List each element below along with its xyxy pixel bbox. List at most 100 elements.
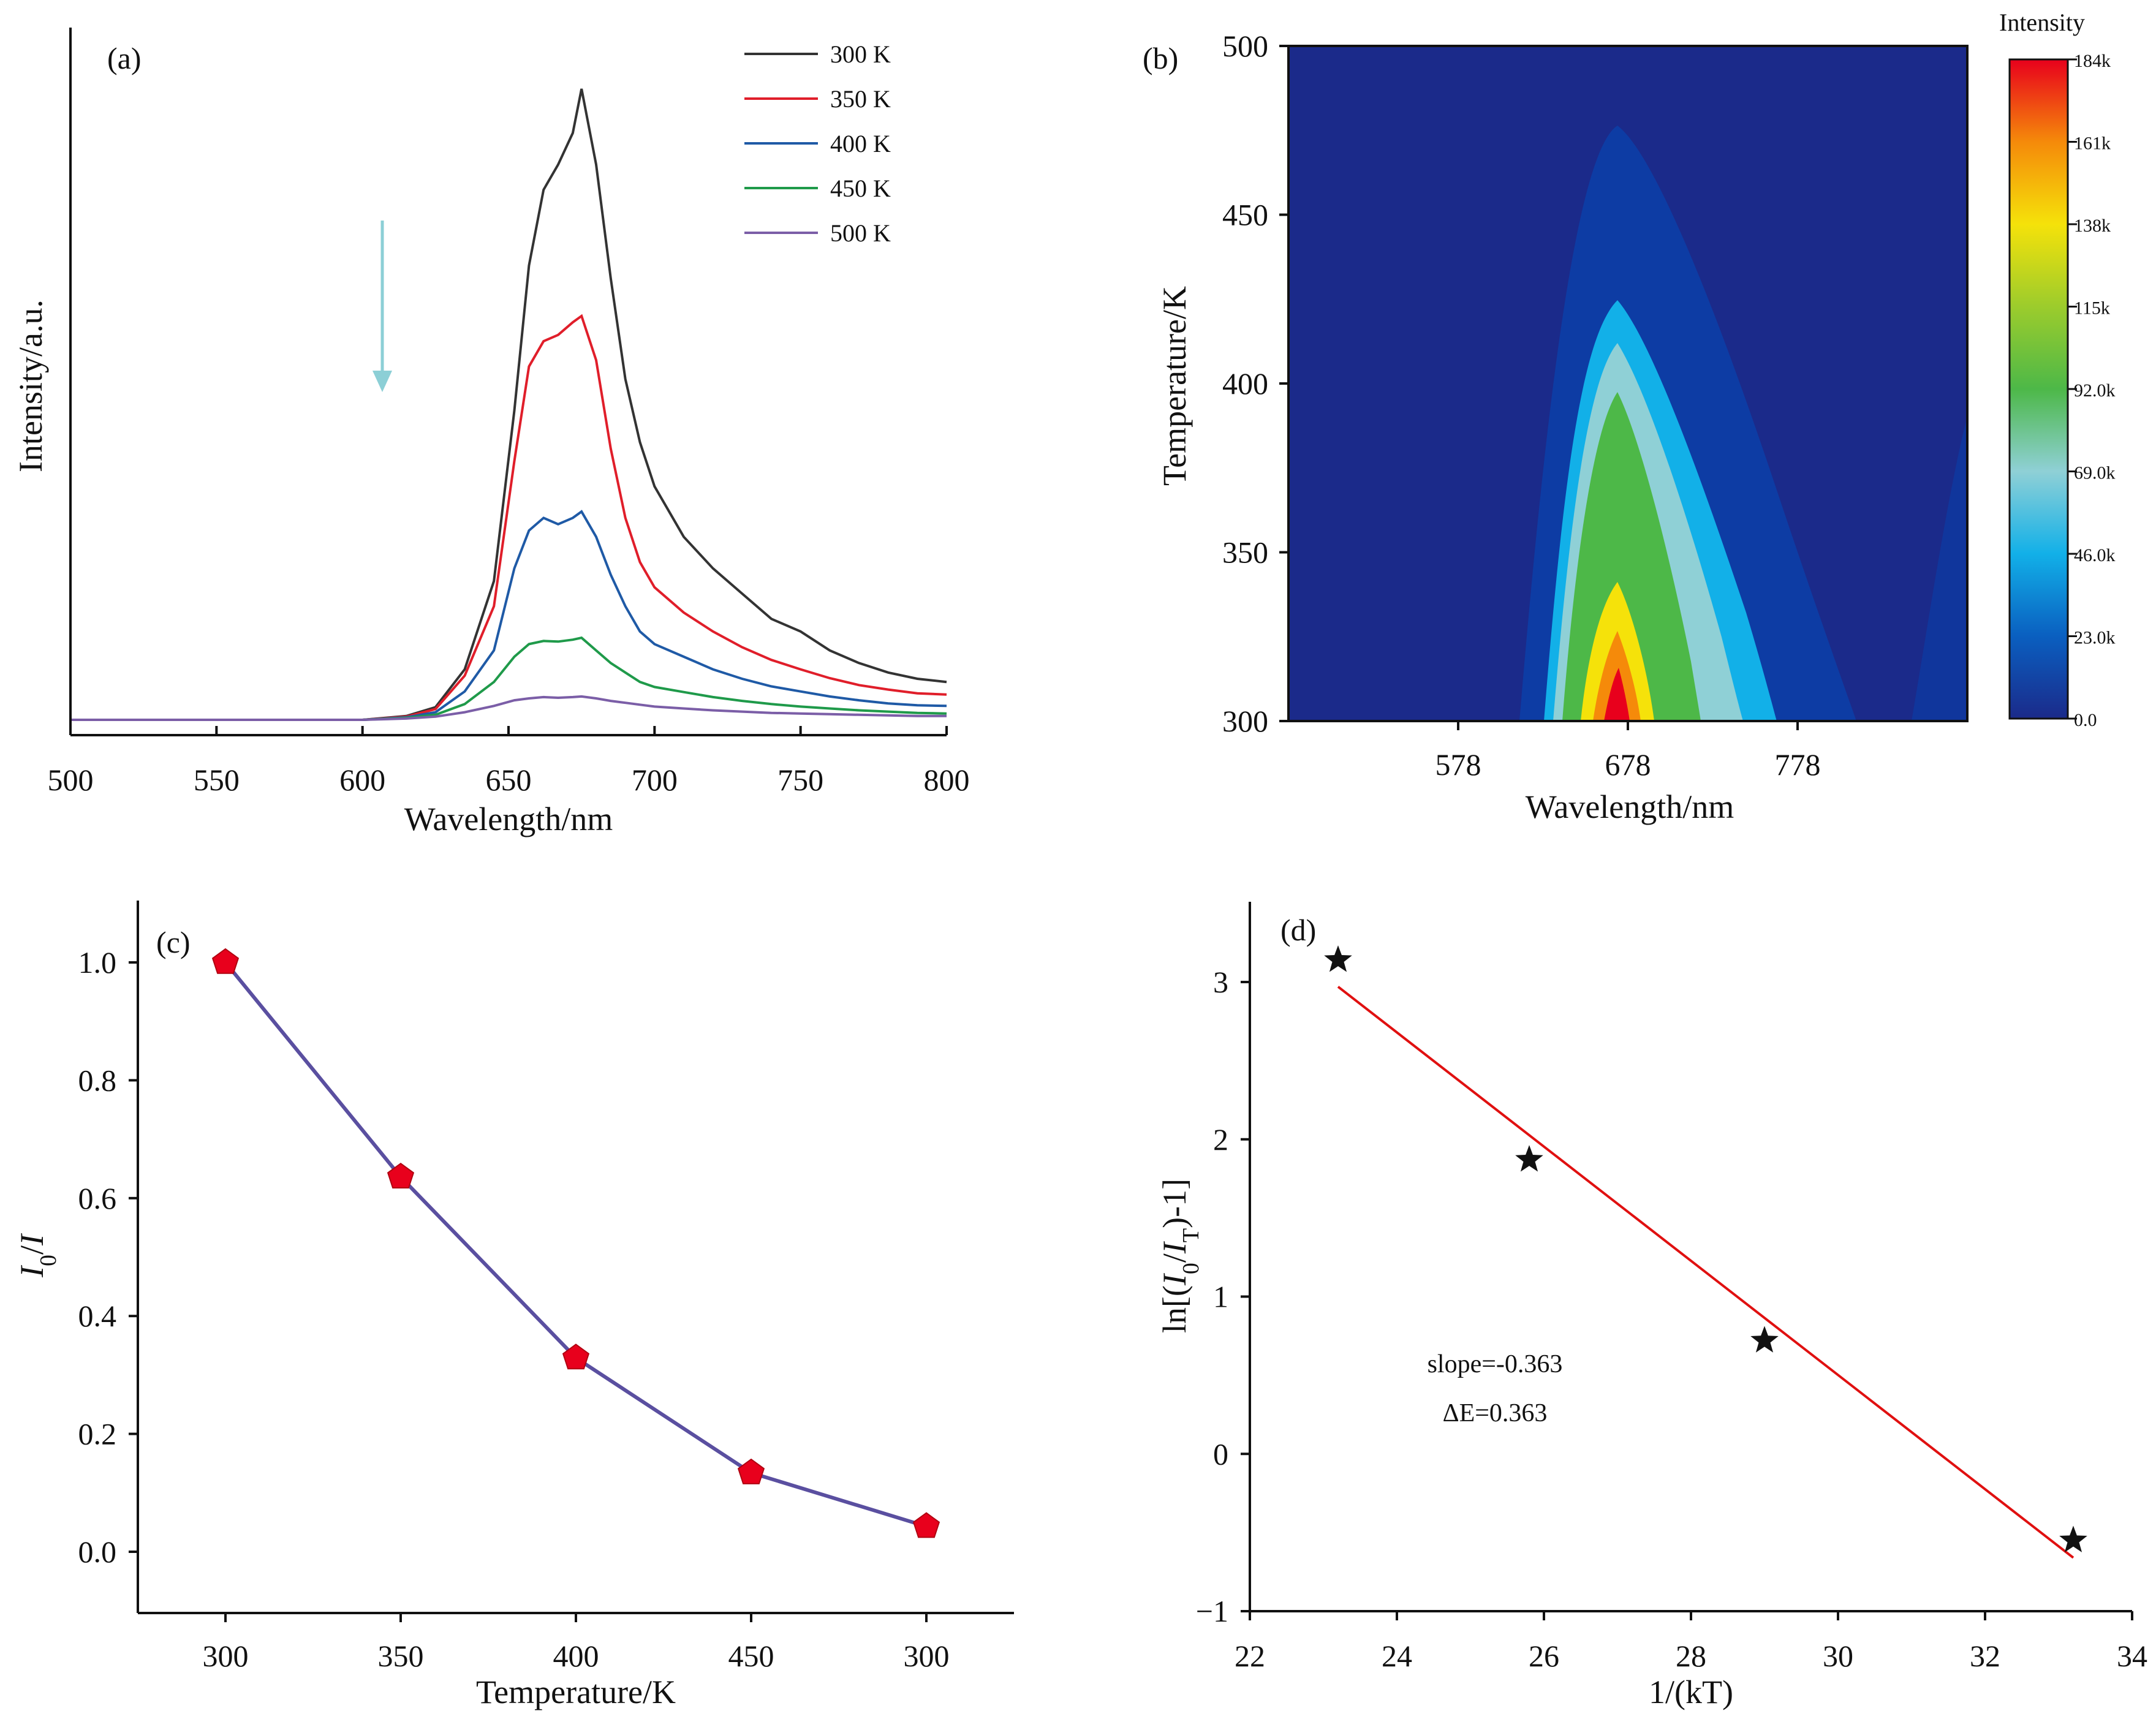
pentagon-marker	[562, 1343, 590, 1370]
x-tick-label: 300	[904, 1639, 950, 1673]
pentagon-marker	[211, 948, 240, 974]
panel-b: (b) 578 678 778 300 350 400 450 500 Wavelength…	[1143, 9, 2116, 825]
x-tick-label: 550	[194, 763, 240, 797]
star-marker	[1324, 945, 1352, 972]
x-tick-label: 28	[1676, 1639, 1706, 1673]
y-tick-label: 0.4	[78, 1299, 117, 1333]
x-tick-label: 750	[777, 763, 823, 797]
slope-annotation: slope=-0.363	[1428, 1350, 1563, 1378]
series-line-450k	[70, 636, 947, 721]
x-tick-label: 578	[1435, 747, 1481, 782]
colorbar-tick-label: 92.0k	[2074, 380, 2116, 401]
panel-d-label: (d)	[1280, 913, 1316, 947]
panel-d-x-label: 1/(kT)	[1649, 1674, 1733, 1710]
x-tick-label: 30	[1823, 1639, 1853, 1673]
panel-d-y-label: ln[(I0/IT)-1]	[1156, 1179, 1204, 1333]
panel-d-x-ticks: 22 24 26 28 30 32 34	[1235, 1611, 2147, 1673]
legend-entry: 500 K	[830, 219, 891, 247]
panel-c-plot	[211, 948, 940, 1538]
panel-d-plot	[1324, 945, 2087, 1559]
legend-entry: 400 K	[830, 130, 891, 157]
pentagon-marker	[912, 1512, 940, 1538]
series-line-500k	[70, 695, 947, 721]
panel-c: (c) 0.0 0.2 0.4 0.6 0.8 1.0 300 350 400 450 300 T…	[13, 901, 1014, 1710]
panel-c-y-label: I0/I	[13, 1233, 61, 1278]
x-tick-label: 34	[2117, 1639, 2147, 1673]
y-tick-label: 450	[1222, 198, 1268, 232]
panel-a-x-ticks: 500 550 600 650 700 750 800	[48, 726, 970, 797]
pentagon-marker	[737, 1458, 765, 1484]
panel-a-label: (a)	[107, 41, 142, 75]
x-tick-label: 600	[339, 763, 385, 797]
star-marker	[1750, 1326, 1779, 1353]
x-tick-label: 650	[486, 763, 532, 797]
y-tick-label: 0.0	[78, 1535, 117, 1569]
heatmap-red-core	[1604, 668, 1630, 721]
delta-e-annotation: ΔE=0.363	[1443, 1399, 1548, 1427]
legend-entry: 300 K	[830, 40, 891, 68]
panel-a: (a) 500 550 600 650 700 750 800 Wavelength/nm …	[12, 28, 970, 837]
x-tick-label: 778	[1775, 747, 1821, 782]
x-tick-label: 450	[728, 1639, 774, 1673]
x-tick-label: 300	[203, 1639, 249, 1673]
x-tick-label: 500	[48, 763, 94, 797]
y-tick-label: 400	[1222, 366, 1268, 401]
x-tick-label: 678	[1605, 747, 1651, 782]
colorbar-tick-label: 115k	[2074, 298, 2110, 319]
panel-b-y-label: Temperature/K	[1156, 286, 1193, 486]
panel-d: (d) −1 0 1 2 3 22 24 26 28 30 32 34 slope=-0.363 Δ…	[1156, 902, 2147, 1710]
colorbar-tick-label: 23.0k	[2074, 628, 2116, 648]
series-line-350k	[70, 314, 947, 721]
star-marker	[2059, 1525, 2087, 1552]
x-tick-label: 32	[1970, 1639, 2000, 1673]
x-tick-label: 400	[553, 1639, 599, 1673]
colorbar-title: Intensity	[1999, 9, 2085, 36]
x-tick-label: 22	[1235, 1639, 1265, 1673]
y-tick-label: 0.2	[78, 1417, 117, 1451]
panel-c-x-ticks: 300 350 400 450 300	[203, 1613, 950, 1673]
y-tick-label: 1.0	[78, 945, 117, 980]
y-tick-label: 300	[1222, 704, 1268, 738]
y-tick-label: 2	[1213, 1122, 1228, 1157]
pentagon-marker	[387, 1162, 415, 1188]
legend-entry: 450 K	[830, 175, 891, 202]
star-marker	[1515, 1145, 1543, 1172]
y-tick-label: 0	[1213, 1437, 1228, 1471]
colorbar	[2008, 58, 2069, 720]
colorbar-tick-label: 0.0	[2074, 710, 2097, 730]
colorbar-tick-label: 138k	[2074, 216, 2111, 236]
legend-entry: 350 K	[830, 85, 891, 113]
colorbar-tick-label: 69.0k	[2074, 463, 2116, 483]
panel-d-y-ticks: −1 0 1 2 3	[1196, 965, 1250, 1628]
colorbar-ticks: 0.0 23.0k 46.0k 69.0k 92.0k 115k 138k 161k 184k	[2068, 51, 2116, 730]
x-tick-label: 24	[1382, 1639, 1412, 1673]
panel-b-x-ticks: 578 678 778	[1435, 721, 1821, 782]
heatmap-right-plume	[1912, 417, 1967, 721]
x-tick-label: 700	[632, 763, 678, 797]
arrow-head-icon	[373, 371, 392, 392]
y-tick-label: 0.8	[78, 1063, 117, 1097]
linear-fit-line	[1337, 986, 2075, 1559]
colorbar-tick-label: 184k	[2074, 51, 2111, 71]
panel-c-y-ticks: 0.0 0.2 0.4 0.6 0.8 1.0	[78, 945, 138, 1569]
panel-c-label: (c)	[156, 925, 191, 959]
panel-a-legend: 300 K 350 K 400 K 450 K 500 K	[744, 40, 891, 247]
y-tick-label: 3	[1213, 965, 1228, 999]
y-tick-label: −1	[1196, 1594, 1228, 1628]
i0-over-i-line	[224, 961, 927, 1528]
panel-b-y-ticks: 300 350 400 450 500	[1222, 29, 1288, 738]
panel-a-y-label: Intensity/a.u.	[12, 300, 49, 472]
x-tick-label: 350	[378, 1639, 424, 1673]
series-line-300k	[70, 88, 947, 721]
panel-b-x-label: Wavelength/nm	[1526, 788, 1734, 825]
x-tick-label: 26	[1529, 1639, 1559, 1673]
y-tick-label: 1	[1213, 1280, 1228, 1314]
y-tick-label: 350	[1222, 535, 1268, 570]
panel-c-x-label: Temperature/K	[476, 1674, 676, 1710]
x-tick-label: 800	[924, 763, 970, 797]
colorbar-tick-label: 46.0k	[2074, 545, 2116, 565]
y-tick-label: 500	[1222, 29, 1268, 63]
colorbar-tick-label: 161k	[2074, 134, 2111, 154]
y-tick-label: 0.6	[78, 1181, 117, 1215]
